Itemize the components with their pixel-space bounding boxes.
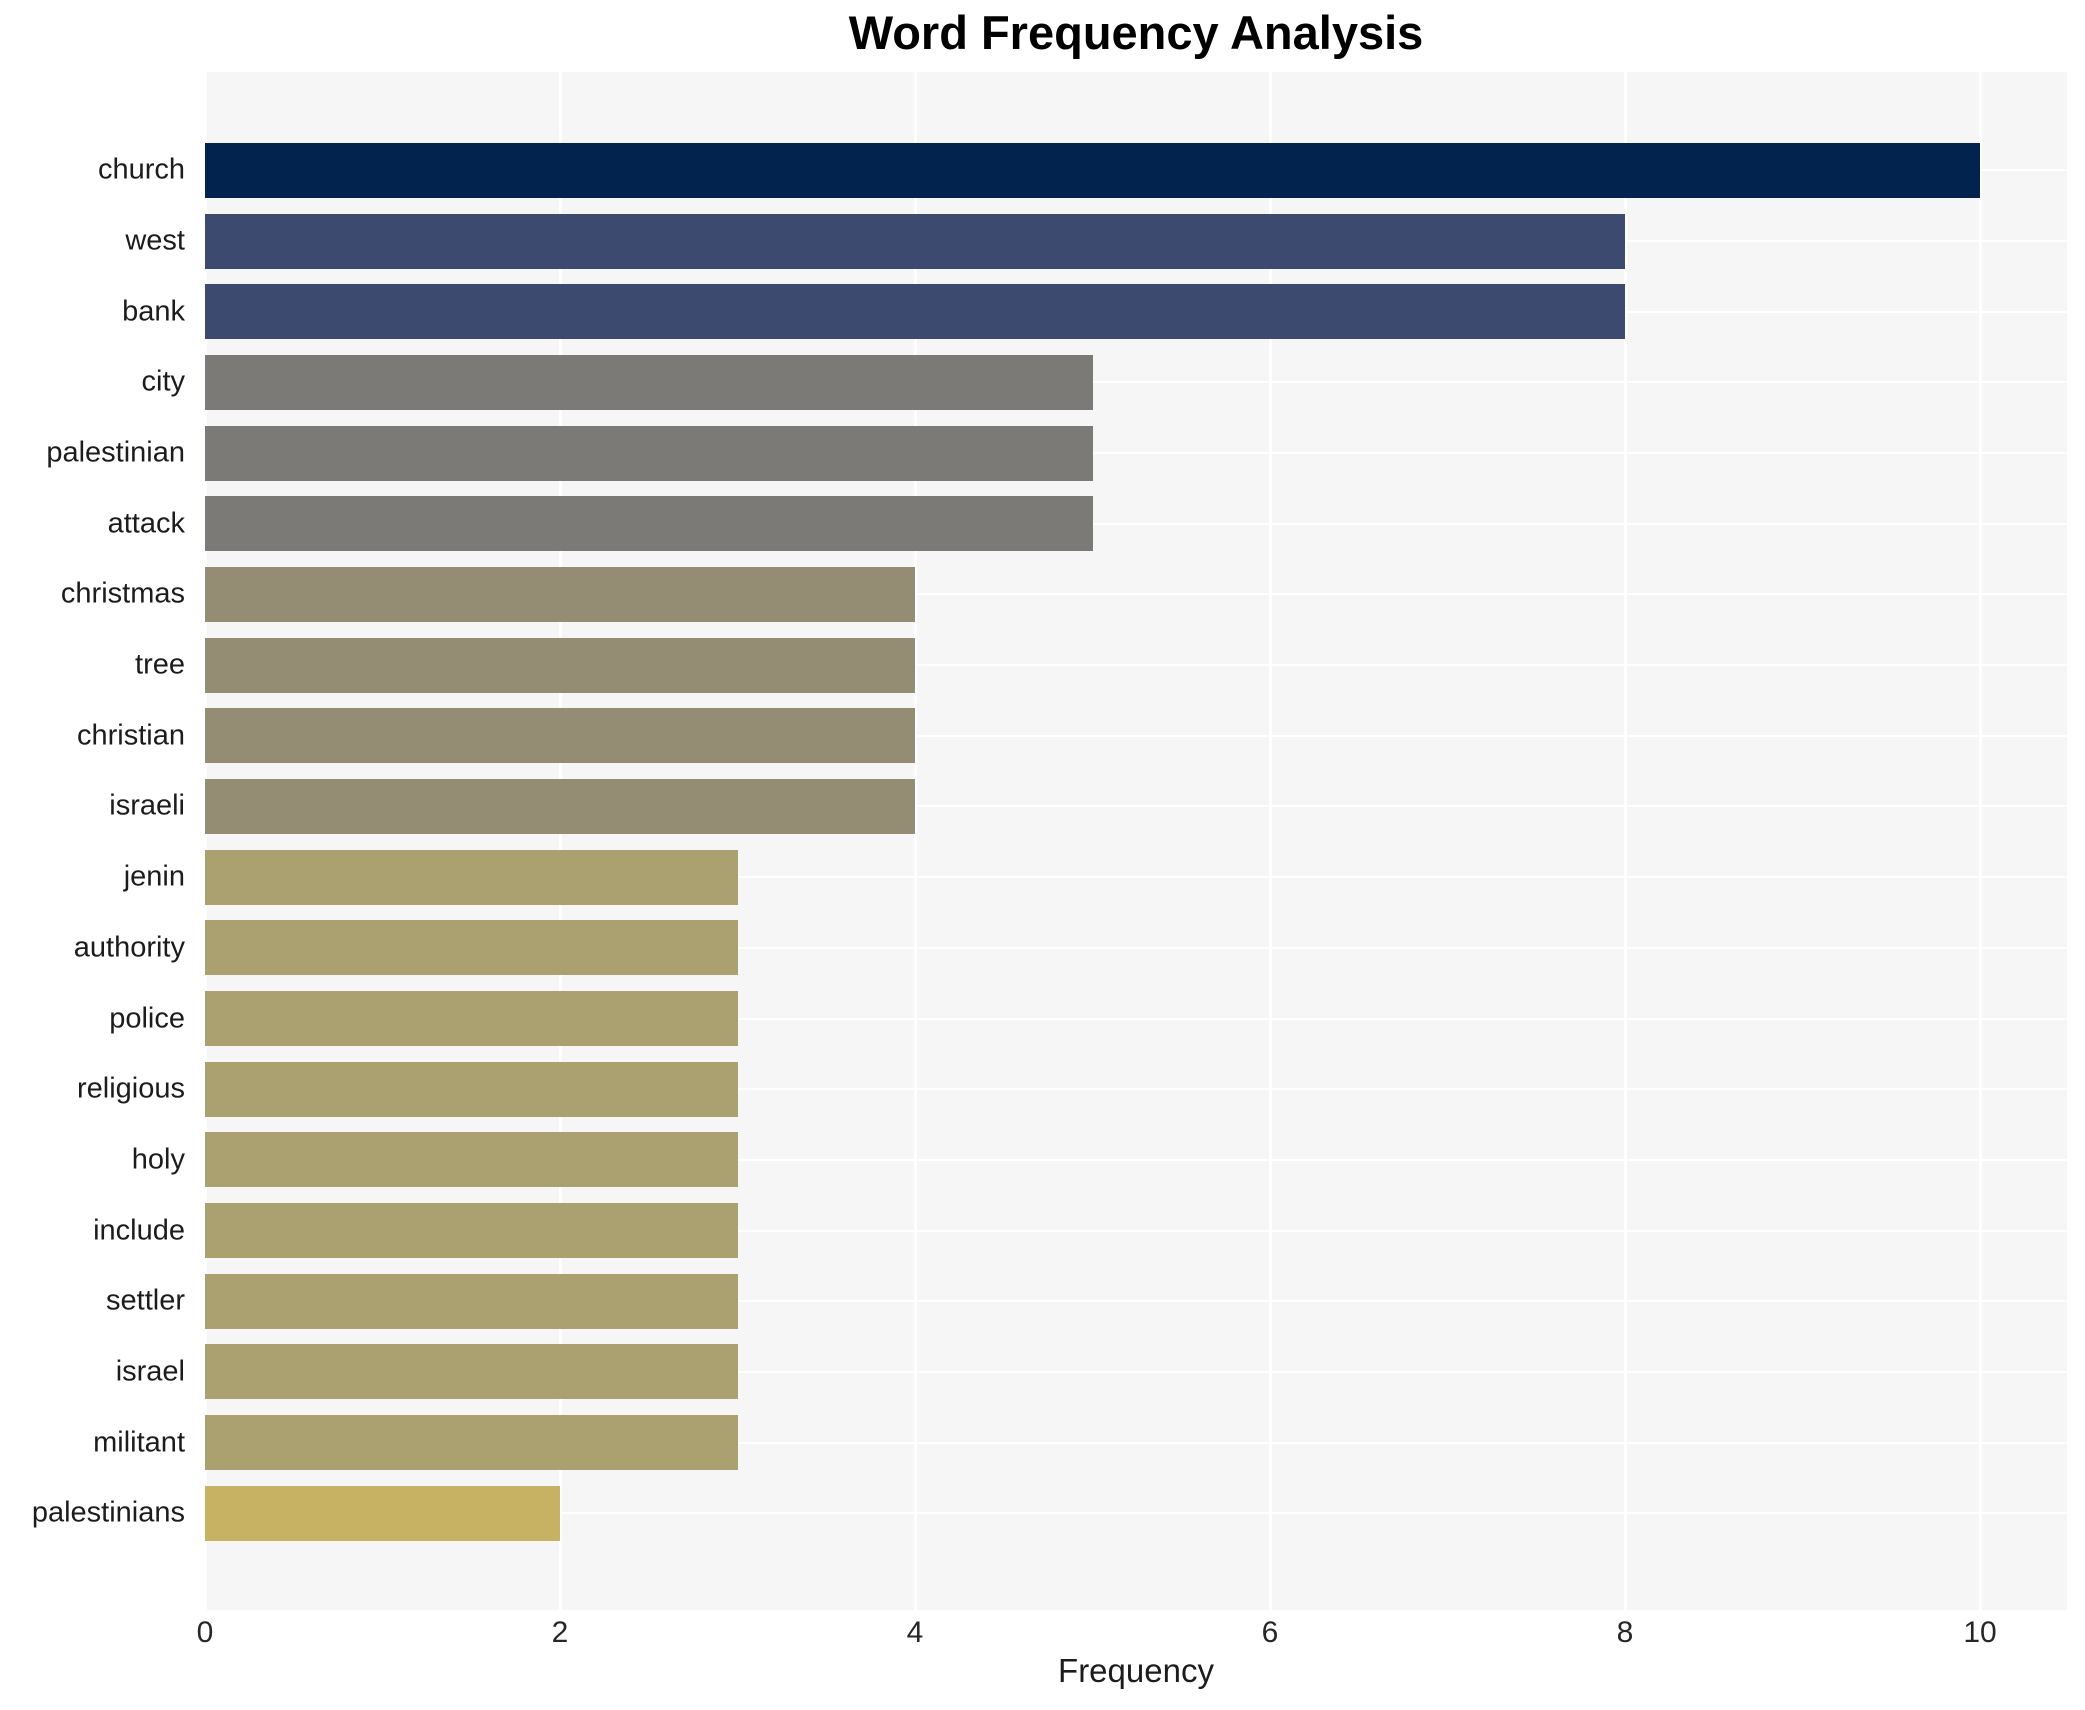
y-gridline-christian [205, 734, 2067, 737]
y-label-militant: militant [93, 1426, 185, 1459]
x-tick-4: 4 [906, 1616, 924, 1649]
bar-israeli [205, 778, 915, 834]
bar-west [205, 213, 1625, 269]
y-gridline-authority [205, 946, 2067, 949]
x-gridline-0 [203, 72, 207, 1610]
x-axis-tick-labels: 0 2 4 6 8 10 [197, 1616, 2067, 1656]
y-label-attack: attack [107, 507, 185, 540]
bar-religious [205, 1061, 738, 1117]
bar-include [205, 1203, 738, 1259]
y-label-include: include [93, 1214, 185, 1247]
y-gridline-include [205, 1229, 2067, 1232]
x-gridline-2 [558, 72, 562, 1610]
y-label-christian: christian [77, 719, 185, 752]
x-tick-8: 8 [1616, 1616, 1634, 1649]
y-label-bank: bank [122, 295, 185, 328]
bar-settler [205, 1273, 738, 1329]
y-gridline-palestinians [205, 1512, 2067, 1515]
bar-church [205, 142, 1980, 198]
y-label-israeli: israeli [109, 789, 185, 822]
y-gridline-jenin [205, 876, 2067, 879]
bar-attack [205, 496, 1093, 552]
y-label-police: police [109, 1002, 185, 1034]
y-label-west: west [125, 224, 185, 257]
bar-tree [205, 637, 915, 693]
y-gridline-city [205, 381, 2067, 384]
bar-bank [205, 284, 1625, 340]
x-gridline-10 [1978, 72, 1982, 1610]
y-gridline-settler [205, 1300, 2067, 1303]
x-tick-6: 6 [1261, 1616, 1279, 1649]
x-tick-10: 10 [1963, 1616, 1997, 1649]
y-label-jenin: jenin [123, 860, 185, 893]
y-label-city: city [141, 365, 186, 398]
y-gridline-religious [205, 1088, 2067, 1091]
x-tick-2: 2 [551, 1616, 569, 1649]
y-gridline-palestinian [205, 452, 2067, 455]
y-gridline-attack [205, 522, 2067, 525]
y-gridline-israeli [205, 805, 2067, 808]
bar-militant [205, 1415, 738, 1471]
bar-israel [205, 1344, 738, 1400]
chart-title: Word Frequency Analysis [848, 6, 1424, 59]
y-gridline-israel [205, 1370, 2067, 1373]
plot-area [203, 72, 2067, 1610]
x-gridline-6 [1268, 72, 1272, 1610]
y-gridline-christmas [205, 593, 2067, 596]
y-label-palestinian: palestinian [46, 436, 185, 469]
bar-christian [205, 708, 915, 764]
y-gridline-police [205, 1017, 2067, 1020]
bar-jenin [205, 849, 738, 905]
y-label-church: church [97, 153, 185, 186]
x-gridline-8 [1623, 72, 1627, 1610]
bar-palestinians [205, 1485, 560, 1541]
y-axis-labels: church west bank city palestinian attack chris… [0, 72, 195, 1610]
bar-authority [205, 920, 738, 976]
y-label-palestinians: palestinians [31, 1496, 185, 1529]
bar-police [205, 991, 738, 1046]
x-axis-label: Frequency [1058, 1652, 1214, 1689]
y-label-settler: settler [106, 1284, 185, 1317]
bar-christmas [205, 566, 915, 622]
y-gridline-holy [205, 1158, 2067, 1161]
y-label-christmas: christmas [60, 577, 185, 610]
x-tick-0: 0 [196, 1616, 214, 1649]
bar-holy [205, 1132, 738, 1188]
y-label-religious: religious [77, 1072, 185, 1105]
bar-palestinian [205, 425, 1093, 481]
y-label-authority: authority [73, 931, 185, 964]
y-gridline-tree [205, 664, 2067, 667]
y-gridline-militant [205, 1441, 2067, 1444]
x-gridline-4 [913, 72, 917, 1610]
y-label-israel: israel [115, 1355, 185, 1388]
y-label-tree: tree [135, 648, 185, 681]
bar-city [205, 354, 1093, 410]
y-label-holy: holy [131, 1143, 185, 1176]
